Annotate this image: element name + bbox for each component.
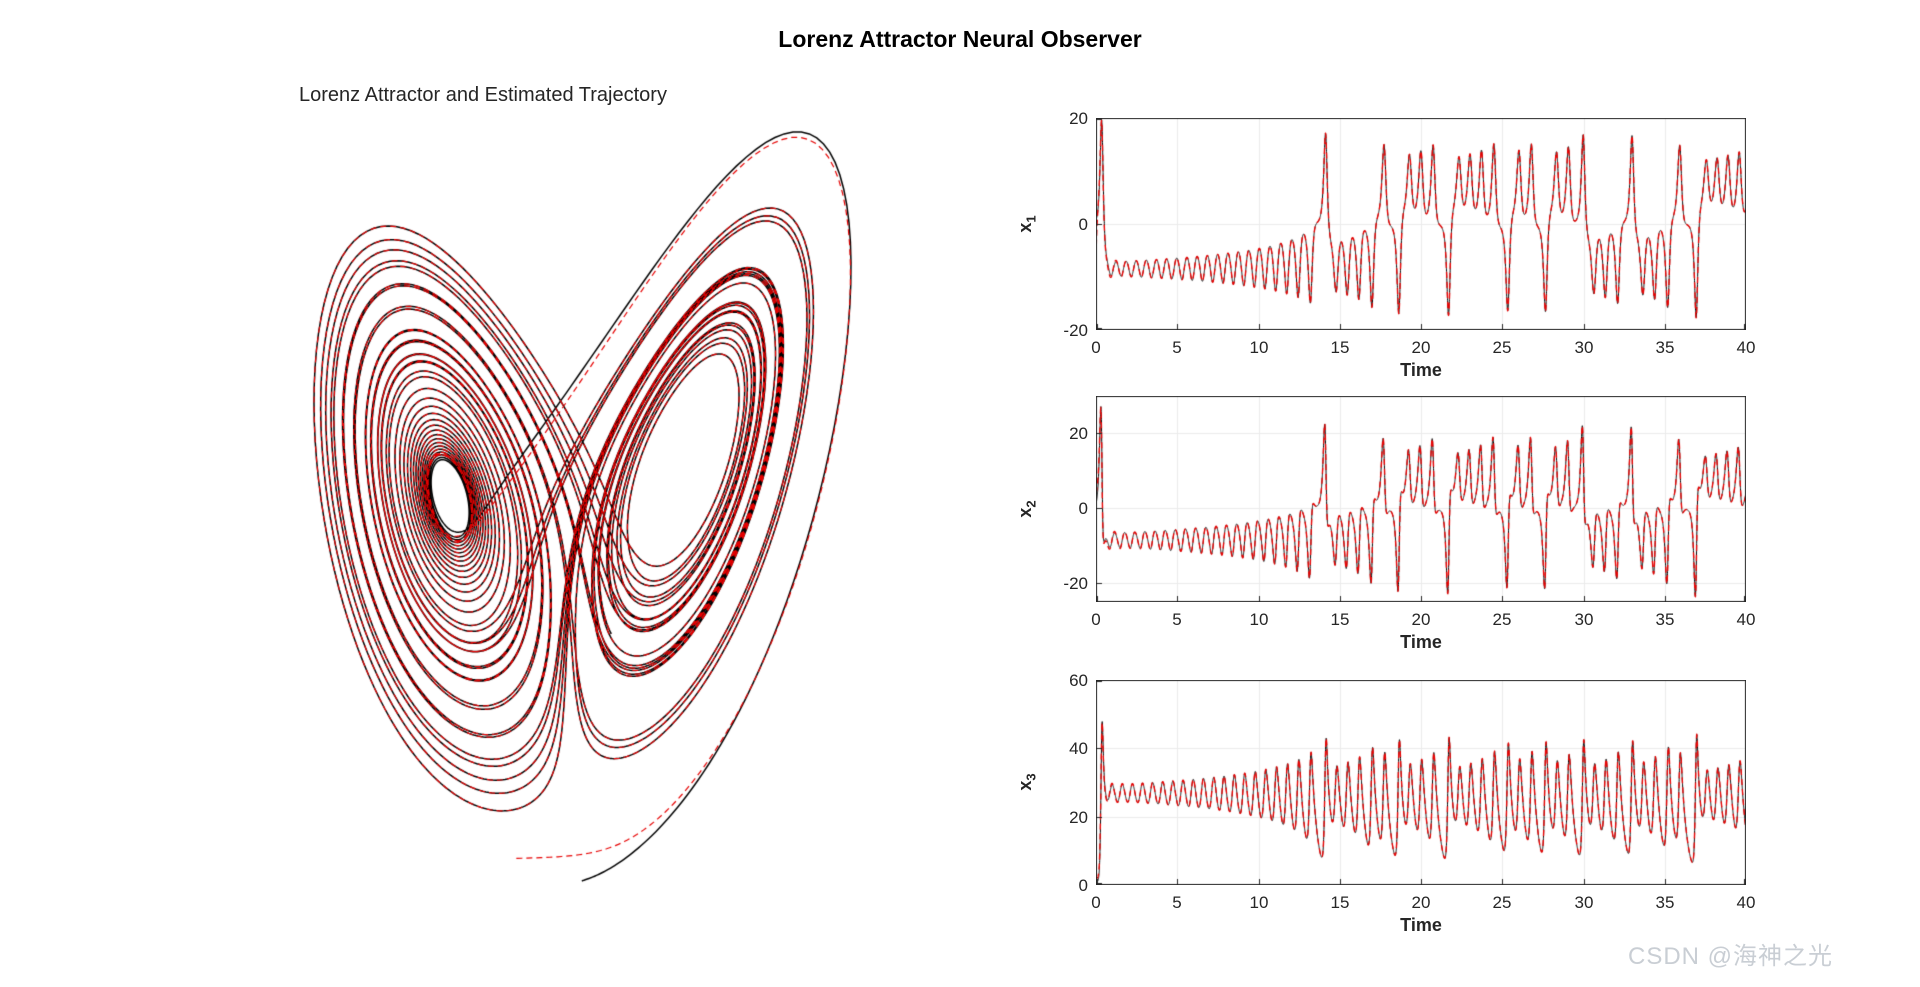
x2-ytick: -20 (1063, 574, 1088, 593)
x3-axis-label: x3 (1015, 773, 1039, 791)
x3-xtick: 40 (1736, 893, 1756, 912)
x1-time-label: Time (1400, 360, 1442, 380)
x3-xtick: 15 (1330, 893, 1350, 912)
x2-axis-label: x2 (1015, 500, 1039, 518)
x2-ytick: 0 (1078, 499, 1088, 518)
x1-xtick: 15 (1330, 338, 1350, 357)
x3-time-label: Time (1400, 915, 1442, 935)
x3-xtick: 30 (1574, 893, 1594, 912)
x1-axis-label: x1 (1015, 215, 1039, 233)
x1-ytick: -20 (1063, 321, 1088, 340)
x1-xtick: 30 (1574, 338, 1594, 357)
x1-xtick: 40 (1736, 338, 1756, 357)
watermark: CSDN @海神之光 (1628, 943, 1834, 970)
x2-xtick: 5 (1172, 610, 1182, 629)
x3-xtick: 35 (1655, 893, 1675, 912)
x3-xtick: 5 (1172, 893, 1182, 912)
x3-ytick: 0 (1078, 876, 1088, 895)
x1-xtick: 10 (1249, 338, 1269, 357)
x1-xtick: 35 (1655, 338, 1675, 357)
x2-xtick: 10 (1249, 610, 1269, 629)
x3-ytick: 60 (1069, 671, 1088, 690)
x1-ytick: 20 (1069, 109, 1088, 128)
x2-xtick: 15 (1330, 610, 1350, 629)
x1-timeseries-canvas (1096, 118, 1746, 330)
x1-xtick: 25 (1492, 338, 1512, 357)
x3-ytick: 40 (1069, 739, 1088, 758)
x1-xtick: 0 (1091, 338, 1101, 357)
x2-xtick: 30 (1574, 610, 1594, 629)
x1-xtick: 5 (1172, 338, 1182, 357)
x3-xtick: 0 (1091, 893, 1101, 912)
x3-xtick: 20 (1411, 893, 1431, 912)
x2-timeseries-canvas (1096, 396, 1746, 602)
x2-ytick: 20 (1069, 424, 1088, 443)
x1-xtick: 20 (1411, 338, 1431, 357)
phase-plot-canvas (300, 118, 865, 895)
x3-xtick: 10 (1249, 893, 1269, 912)
x1-ytick: 0 (1078, 215, 1088, 234)
x2-xtick: 35 (1655, 610, 1675, 629)
x2-xtick: 20 (1411, 610, 1431, 629)
x2-xtick: 40 (1736, 610, 1756, 629)
figure-title: Lorenz Attractor Neural Observer (778, 26, 1142, 52)
x2-xtick: 25 (1492, 610, 1512, 629)
phase-plot-title: Lorenz Attractor and Estimated Trajector… (299, 84, 667, 106)
x2-xtick: 0 (1091, 610, 1101, 629)
x3-timeseries-canvas (1096, 680, 1746, 885)
x3-ytick: 20 (1069, 808, 1088, 827)
x2-time-label: Time (1400, 632, 1442, 652)
x3-xtick: 25 (1492, 893, 1512, 912)
